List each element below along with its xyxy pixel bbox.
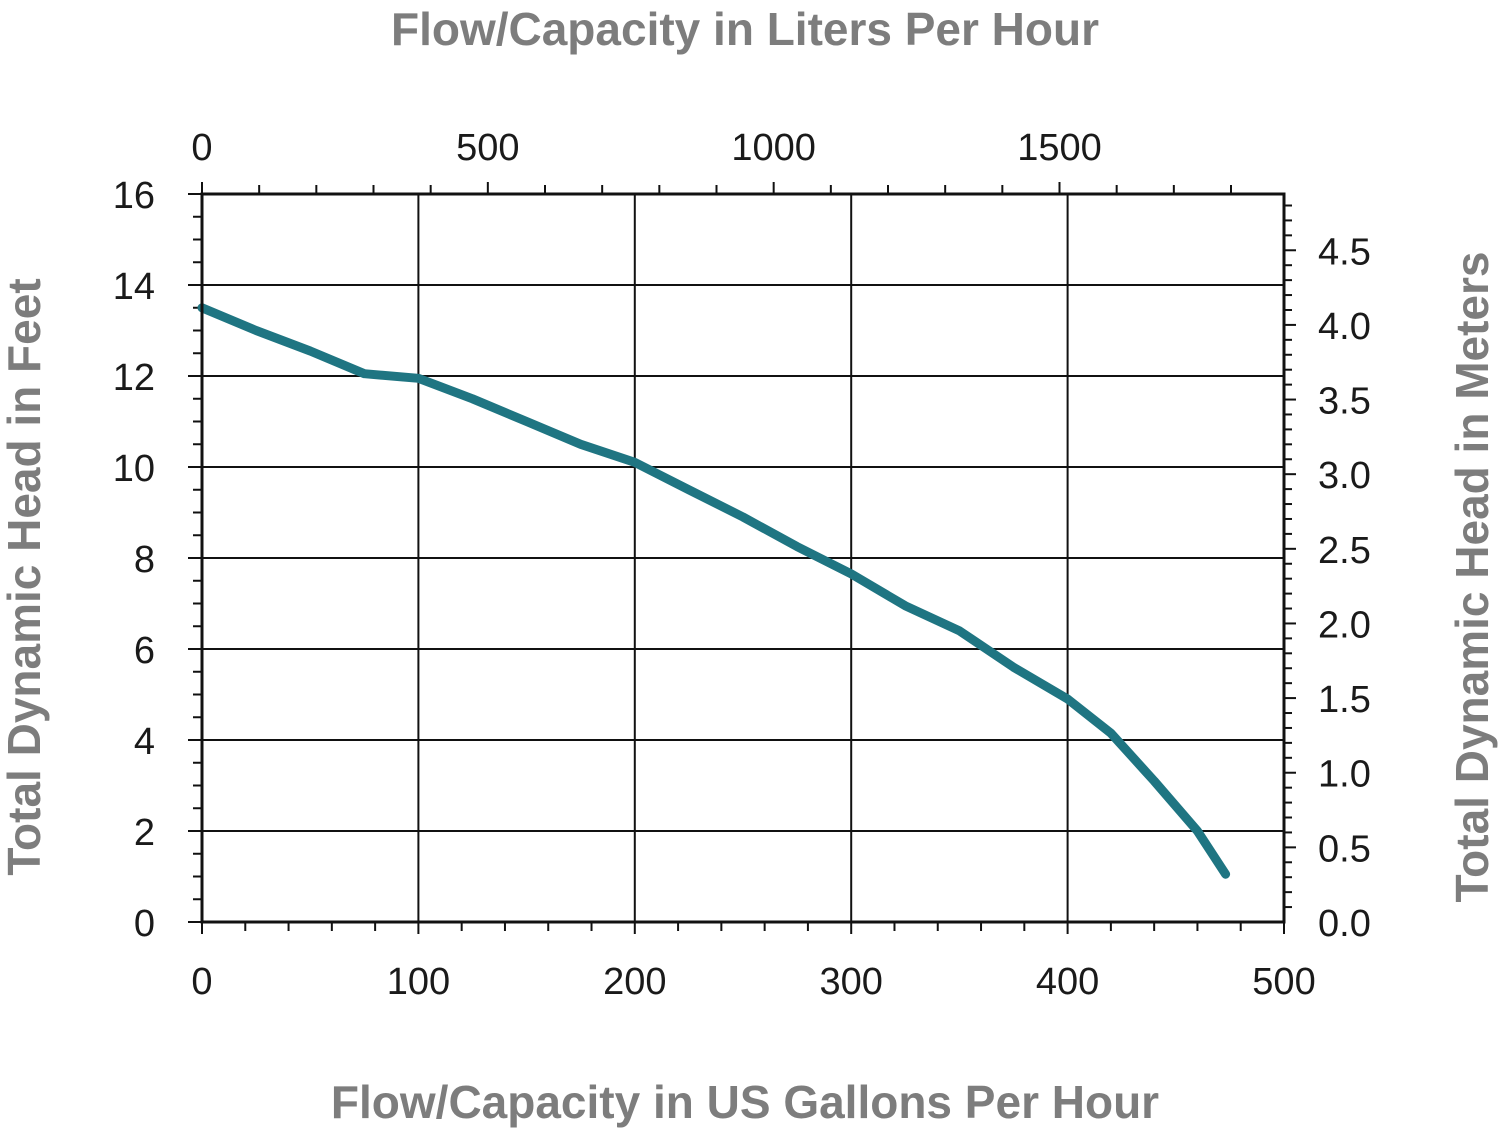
bottom-axis-title: Flow/Capacity in US Gallons Per Hour bbox=[331, 1076, 1159, 1128]
x-tick-label: 300 bbox=[819, 961, 882, 1003]
y2-tick-label: 2.0 bbox=[1318, 604, 1371, 646]
y2-tick-label: 3.0 bbox=[1318, 455, 1371, 497]
left-axis-title: Total Dynamic Head in Feet bbox=[0, 278, 50, 875]
y2-tick-label: 4.0 bbox=[1318, 306, 1371, 348]
y-tick-label: 0 bbox=[134, 903, 155, 945]
top-axis-title: Flow/Capacity in Liters Per Hour bbox=[391, 3, 1099, 55]
y-tick-label: 10 bbox=[113, 448, 155, 490]
y2-tick-label: 4.5 bbox=[1318, 231, 1371, 273]
y-tick-label: 4 bbox=[134, 721, 155, 763]
x2-tick-label: 1500 bbox=[1017, 127, 1102, 169]
y2-tick-label: 0.0 bbox=[1318, 903, 1371, 945]
y-tick-label: 2 bbox=[134, 812, 155, 854]
x-tick-label: 0 bbox=[191, 961, 212, 1003]
y-tick-label: 14 bbox=[113, 266, 155, 308]
y2-tick-label: 3.5 bbox=[1318, 381, 1371, 423]
series-layer bbox=[197, 303, 1231, 879]
y2-tick-label: 0.5 bbox=[1318, 828, 1371, 870]
x2-tick-label: 500 bbox=[456, 127, 519, 169]
y-tick-label: 8 bbox=[134, 539, 155, 581]
y2-tick-label: 1.0 bbox=[1318, 754, 1371, 796]
plot-frame bbox=[200, 192, 1286, 924]
x-tick-label: 100 bbox=[387, 961, 450, 1003]
tick-labels: 0 100 200 300 400 500 0 2 4 6 8 10 12 14 16 0 500 1000 150… bbox=[113, 127, 1371, 1003]
x-tick-label: 400 bbox=[1036, 961, 1099, 1003]
grid bbox=[202, 194, 1284, 922]
right-axis-title: Total Dynamic Head in Meters bbox=[1446, 252, 1498, 903]
x2-tick-label: 0 bbox=[191, 127, 212, 169]
x-tick-label: 500 bbox=[1252, 961, 1315, 1003]
y2-tick-label: 2.5 bbox=[1318, 530, 1371, 572]
x-tick-label: 200 bbox=[603, 961, 666, 1003]
y-tick-label: 12 bbox=[113, 357, 155, 399]
y2-tick-label: 1.5 bbox=[1318, 679, 1371, 721]
y-tick-label: 16 bbox=[113, 175, 155, 217]
x2-tick-label: 1000 bbox=[731, 127, 816, 169]
y-tick-label: 6 bbox=[134, 630, 155, 672]
series-line bbox=[197, 303, 1231, 879]
